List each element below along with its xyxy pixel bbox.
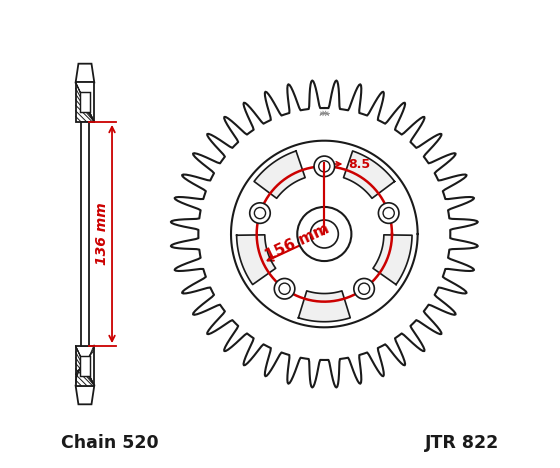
Circle shape [310,220,338,248]
Text: Chain 520: Chain 520 [60,434,158,453]
Circle shape [379,203,399,223]
Polygon shape [76,64,94,82]
Polygon shape [298,291,350,322]
Bar [76,82,94,122]
Bar [81,122,89,346]
Polygon shape [171,80,478,388]
Polygon shape [76,386,94,404]
Text: 136 mm: 136 mm [95,203,109,265]
Text: 156 mm: 156 mm [263,220,332,263]
Circle shape [279,283,290,294]
Polygon shape [373,235,412,285]
Circle shape [314,156,334,176]
Polygon shape [237,235,276,285]
Circle shape [383,207,394,219]
Bar [80,356,90,376]
Text: 8.5: 8.5 [348,158,371,170]
Circle shape [354,278,375,299]
Circle shape [358,283,370,294]
Polygon shape [343,151,395,198]
Circle shape [250,203,270,223]
Text: JTR 822: JTR 822 [425,434,500,453]
Circle shape [254,207,265,219]
Circle shape [297,207,351,261]
Circle shape [274,278,295,299]
Polygon shape [254,151,305,198]
Circle shape [319,161,330,172]
Bar [80,92,90,112]
Bar [76,346,94,386]
